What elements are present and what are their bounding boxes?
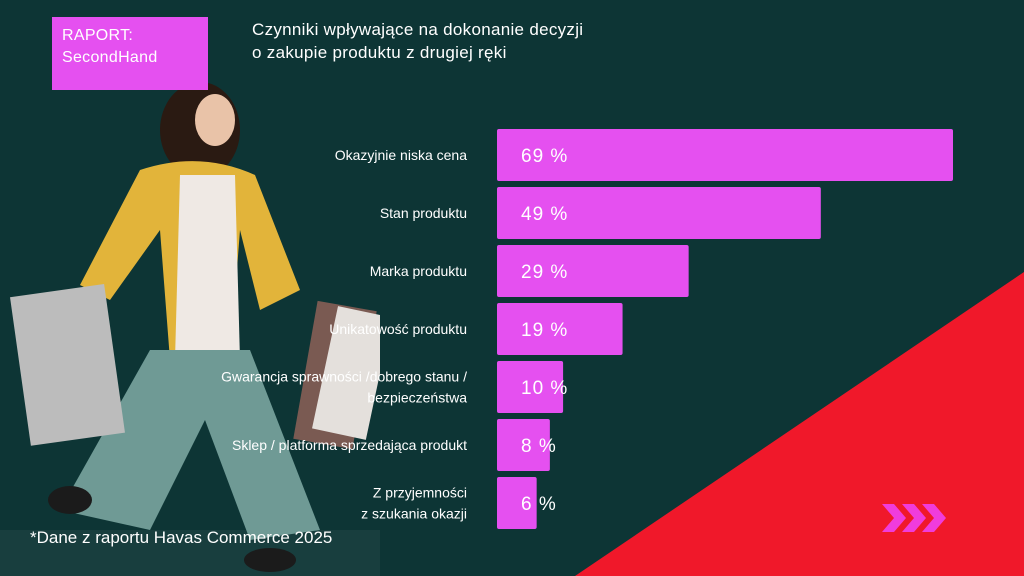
title-line-1: Czynniki wpływające na dokonanie decyzji bbox=[252, 20, 584, 39]
value-label-1: 69 % bbox=[521, 146, 568, 167]
value-label-7: 6 % bbox=[521, 494, 557, 515]
badge-line-2: SecondHand bbox=[62, 49, 158, 66]
category-label-5-line-1: Gwarancja sprawności /dobrego stanu / bbox=[221, 369, 467, 385]
value-label-6: 8 % bbox=[521, 436, 557, 457]
category-label-7-line-2: z szukania okazji bbox=[361, 506, 467, 522]
bar-2 bbox=[497, 187, 821, 239]
category-label-3: Marka produktu bbox=[370, 263, 467, 279]
bar-5 bbox=[497, 361, 564, 413]
source-footnote: *Dane z raportu Havas Commerce 2025 bbox=[30, 528, 333, 547]
value-label-3: 29 % bbox=[521, 262, 568, 283]
bar-6 bbox=[497, 419, 550, 471]
category-label-1: Okazyjnie niska cena bbox=[335, 147, 468, 163]
bar-3 bbox=[497, 245, 689, 297]
value-label-5: 10 % bbox=[521, 378, 568, 399]
bar-1 bbox=[497, 129, 953, 181]
badge-line-1: RAPORT: bbox=[62, 27, 134, 44]
report-badge: RAPORT: SecondHand bbox=[52, 17, 208, 90]
shopper-photo bbox=[0, 82, 380, 576]
triple-chevron-right-icon bbox=[882, 504, 946, 532]
category-label-2: Stan produktu bbox=[380, 205, 467, 221]
title-line-2: o zakupie produktu z drugiej ręki bbox=[252, 43, 507, 62]
value-label-2: 49 % bbox=[521, 204, 568, 225]
category-label-6: Sklep / platforma sprzedająca produkt bbox=[232, 437, 467, 453]
category-label-7-line-1: Z przyjemności bbox=[373, 485, 467, 501]
bar-7 bbox=[497, 477, 537, 529]
bar-4 bbox=[497, 303, 623, 355]
category-label-5-line-2: bezpieczeństwa bbox=[367, 390, 467, 406]
value-label-4: 19 % bbox=[521, 320, 568, 341]
category-label-4: Unikatowość produktu bbox=[329, 321, 467, 337]
chart-title: Czynniki wpływające na dokonanie decyzji… bbox=[252, 18, 812, 64]
